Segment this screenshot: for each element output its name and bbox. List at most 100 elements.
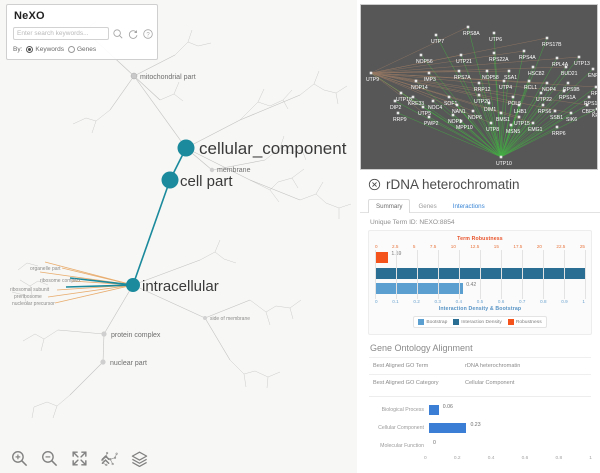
gene-node[interactable]	[457, 69, 461, 73]
gene-label: KRI1	[592, 113, 597, 119]
tree-label-mitochondrial-part: mitochondrial part	[140, 74, 196, 81]
gene-node[interactable]	[502, 79, 506, 83]
gene-node[interactable]	[595, 107, 597, 111]
gene-node[interactable]	[553, 109, 557, 113]
gene-network-canvas[interactable]: UTP9 UTP7 RPS8A UTP6 RPS17B NOP56 UTP21 RPS22A R…	[361, 5, 597, 169]
gene-node[interactable]	[564, 65, 568, 69]
gene-node[interactable]	[507, 69, 511, 73]
gene-node[interactable]	[427, 115, 431, 119]
gene-node[interactable]	[396, 111, 400, 115]
gene-node[interactable]	[485, 69, 489, 73]
gene-node[interactable]	[585, 103, 589, 107]
gene-node[interactable]	[431, 99, 435, 103]
go-alignment-title: Gene Ontology Alignment	[370, 343, 473, 353]
tab-summary[interactable]: Summary	[368, 199, 411, 213]
gene-node[interactable]	[531, 121, 535, 125]
gene-node[interactable]	[555, 125, 559, 129]
tree-minor-nodes[interactable]	[100, 72, 215, 365]
gene-node[interactable]	[434, 33, 438, 37]
gene-label: BUD21	[561, 71, 578, 77]
radio-keywords[interactable]: Keywords	[26, 46, 64, 53]
gene-node[interactable]	[455, 103, 459, 107]
gene-node[interactable]	[511, 95, 515, 99]
gene-node[interactable]	[539, 91, 543, 95]
go-category-value: Cellular Component	[465, 380, 515, 386]
gene-label: NOP6	[468, 115, 482, 121]
zoom-in-icon[interactable]	[10, 449, 29, 468]
gene-node[interactable]	[545, 36, 549, 40]
tree-label-intracellular: intracellular	[142, 278, 219, 295]
gene-node[interactable]	[492, 31, 496, 35]
gene-node[interactable]	[477, 81, 481, 85]
tree-gene-cluster	[11, 262, 49, 306]
gene-node[interactable]	[555, 56, 559, 60]
gene-node[interactable]	[419, 53, 423, 57]
gene-node[interactable]	[566, 81, 570, 85]
gene-node[interactable]	[427, 71, 431, 75]
gene-node[interactable]	[414, 79, 418, 83]
help-icon[interactable]: ?	[142, 28, 154, 40]
radio-keywords-dot[interactable]	[26, 46, 34, 53]
gene-node[interactable]	[527, 79, 531, 83]
collapse-icon[interactable]	[100, 449, 119, 468]
tree-node-intracellular[interactable]	[126, 278, 140, 292]
layers-icon[interactable]	[130, 449, 149, 468]
tree-label-cellular-component: cellular_component	[199, 139, 347, 158]
gene-node[interactable]	[369, 71, 373, 75]
close-icon[interactable]	[368, 178, 381, 191]
gene-node[interactable]	[471, 109, 475, 113]
gene-node[interactable]	[487, 101, 491, 105]
gene-label: RPS17B	[542, 42, 562, 48]
reset-icon[interactable]	[127, 28, 139, 40]
gene-label: UTP6	[489, 37, 502, 43]
gene-node[interactable]	[562, 89, 566, 93]
gene-label: RPS13	[584, 101, 597, 107]
gene-node[interactable]	[569, 111, 573, 115]
gene-node[interactable]	[577, 55, 581, 59]
gene-node[interactable]	[459, 119, 463, 123]
gene-nodes[interactable]	[369, 25, 597, 159]
ontology-tree-canvas[interactable]: cellular_component cell part intracellul…	[0, 0, 357, 473]
gene-node[interactable]	[399, 91, 403, 95]
gene-node[interactable]	[393, 99, 397, 103]
gene-node[interactable]	[459, 53, 463, 57]
search-icon[interactable]	[112, 28, 124, 40]
fit-screen-icon[interactable]	[70, 449, 89, 468]
ontology-tree-panel[interactable]: cellular_component cell part intracellul…	[0, 0, 357, 473]
tree-highlight-nodes[interactable]	[126, 139, 195, 293]
gene-node[interactable]	[421, 105, 425, 109]
gene-node[interactable]	[517, 103, 521, 107]
gene-node[interactable]	[466, 25, 470, 29]
gene-node[interactable]	[541, 103, 545, 107]
gene-node[interactable]	[499, 111, 503, 115]
radio-genes[interactable]: Genes	[67, 46, 96, 53]
gene-node[interactable]	[522, 49, 526, 53]
gene-node[interactable]	[594, 85, 597, 89]
tree-node-cell-part[interactable]	[161, 171, 179, 189]
gene-node[interactable]	[447, 95, 451, 99]
tree-node-cellular-component[interactable]	[177, 139, 195, 157]
gene-node[interactable]	[545, 81, 549, 85]
search-input[interactable]	[13, 27, 109, 40]
gene-node[interactable]	[492, 51, 496, 55]
gene-node[interactable]	[477, 93, 481, 97]
tab-genes[interactable]: Genes	[418, 203, 437, 210]
radio-genes-dot[interactable]	[67, 46, 75, 53]
gene-node[interactable]	[531, 65, 535, 69]
gene-node[interactable]	[509, 123, 513, 127]
tab-interactions[interactable]: Interactions	[452, 203, 485, 210]
gene-node[interactable]	[451, 113, 455, 117]
gene-interaction-network-panel[interactable]: UTP9 UTP7 RPS8A UTP6 RPS17B NOP56 UTP21 RPS22A R…	[360, 4, 598, 170]
zoom-out-icon[interactable]	[40, 449, 59, 468]
gene-node[interactable]	[587, 95, 591, 99]
gene-node[interactable]	[591, 67, 595, 71]
gene-label: SSA1	[504, 75, 517, 81]
gene-node[interactable]	[517, 115, 521, 119]
go-value-0: 0.06	[442, 404, 453, 410]
gene-node[interactable]	[489, 121, 493, 125]
search-row: ?	[13, 27, 154, 40]
gene-node[interactable]	[411, 95, 415, 99]
go-label-molecular-function: Molecular Function	[380, 443, 424, 449]
gene-node[interactable]	[499, 155, 503, 159]
gene-label: NOP56	[416, 59, 433, 65]
